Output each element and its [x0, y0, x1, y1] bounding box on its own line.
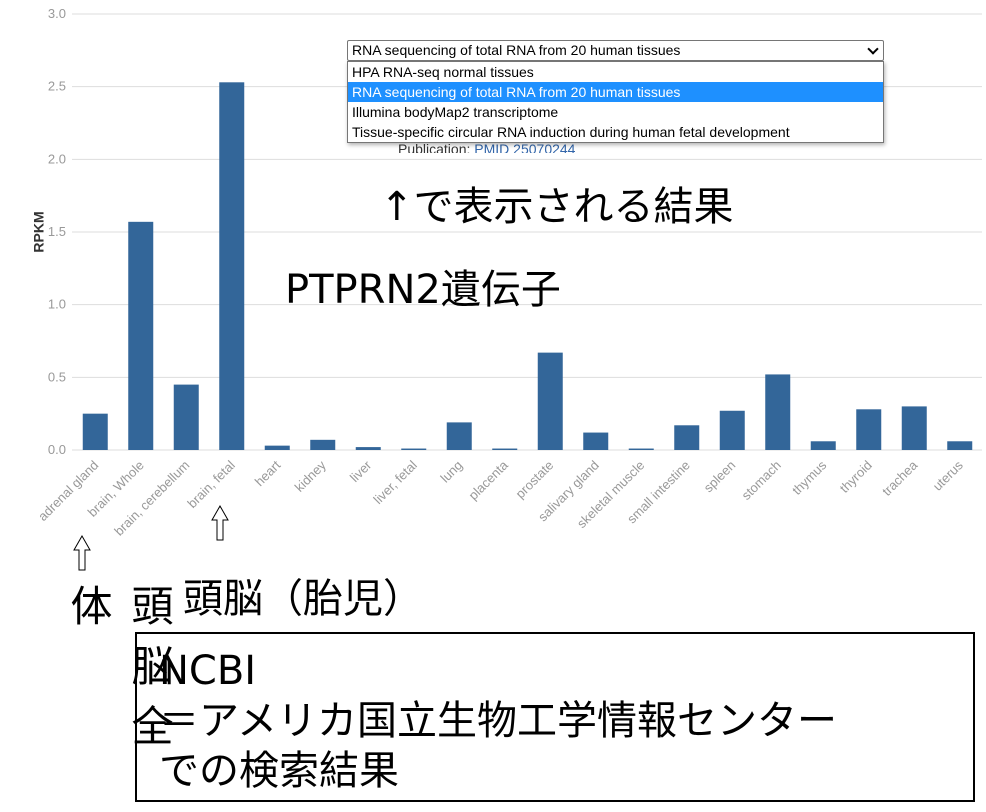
x-tick-label: kidney [292, 457, 330, 495]
note-box: NCBI ＝アメリカ国立生物工学情報センター での検索結果 [135, 632, 975, 802]
x-tick-label: trachea [879, 457, 921, 499]
x-tick-label: placenta [466, 457, 512, 503]
x-tick-label: thyroid [837, 458, 875, 496]
note-line: での検索結果 [159, 748, 399, 794]
y-tick-label: 0.0 [48, 442, 66, 457]
bar [947, 441, 973, 450]
x-tick-label: liver, fetal [370, 457, 420, 507]
y-tick-label: 1.0 [48, 297, 66, 312]
bar [628, 448, 654, 450]
y-tick-label: 3.0 [48, 6, 66, 21]
dropdown-list: HPA RNA-seq normal tissues RNA sequencing… [347, 61, 884, 143]
bar [401, 448, 427, 450]
annotation: ↑で表示される結果 [380, 184, 734, 230]
y-axis-label: RPKM [31, 211, 47, 252]
bar [719, 410, 745, 450]
annotation: 頭脳（胎児） [183, 576, 423, 622]
x-tick-label: liver [347, 457, 375, 485]
y-tick-label: 0.5 [48, 369, 66, 384]
y-tick-label: 2.0 [48, 151, 66, 166]
bar [901, 406, 927, 450]
bar [355, 447, 381, 450]
publication-label: Publication: [398, 141, 471, 153]
annotation-vertical: 頭脳全体 [64, 584, 174, 764]
bar [492, 448, 518, 450]
bar [310, 439, 336, 450]
dropdown-selected[interactable]: RNA sequencing of total RNA from 20 huma… [347, 40, 884, 61]
note-line: NCBI [159, 648, 257, 694]
publication: Publication: PMID 25070244 [398, 141, 575, 153]
dropdown-option[interactable]: HPA RNA-seq normal tissues [352, 64, 534, 80]
x-tick-label: spleen [701, 458, 739, 496]
arrow [211, 504, 229, 541]
dropdown-option[interactable]: Illumina bodyMap2 transcriptome [352, 104, 559, 120]
x-tick-label: brain, fetal [184, 457, 238, 511]
x-tick-label: heart [252, 457, 284, 489]
dropdown-option[interactable]: RNA sequencing of total RNA from 20 huma… [348, 82, 883, 102]
x-tick-label: uterus [930, 457, 967, 494]
bar [810, 441, 836, 450]
x-tick-label: stomach [739, 458, 784, 503]
annotation: PTPRN2遺伝子 [285, 267, 561, 313]
bar [128, 221, 154, 450]
bar [82, 413, 108, 450]
note-line: ＝アメリカ国立生物工学情報センター [159, 698, 837, 744]
bar [674, 425, 700, 450]
dropdown-option[interactable]: Tissue-specific circular RNA induction d… [352, 124, 790, 140]
bar [446, 422, 472, 450]
bar [537, 352, 563, 450]
dropdown[interactable]: RNA sequencing of total RNA from 20 huma… [347, 40, 884, 143]
y-tick-label: 1.5 [48, 224, 66, 239]
x-tick-label: lung [437, 458, 465, 486]
x-tick-label: prostate [513, 458, 557, 502]
x-tick-label: thymus [789, 457, 830, 498]
arrow [73, 534, 91, 571]
bar [173, 384, 199, 450]
bar [219, 82, 245, 450]
bar [765, 374, 791, 450]
bar [583, 432, 609, 450]
bar [264, 445, 290, 450]
publication-link[interactable]: PMID 25070244 [474, 141, 576, 153]
bar [856, 409, 882, 450]
y-tick-label: 2.5 [48, 79, 66, 94]
